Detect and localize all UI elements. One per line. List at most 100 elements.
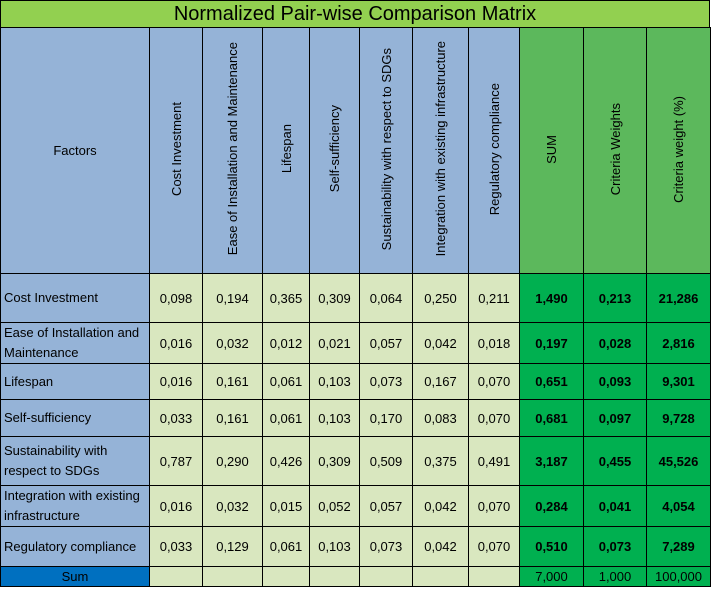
matrix-cell: 0,073 bbox=[359, 363, 413, 400]
comparison-matrix: Factors Cost Investment Ease of Installa… bbox=[0, 27, 711, 587]
row-label: Ease of Installation and Maintenance bbox=[0, 322, 150, 364]
header-sum-label: SUM bbox=[544, 134, 559, 164]
matrix-cell: 0,161 bbox=[202, 363, 263, 400]
total-sum: 7,000 bbox=[519, 566, 584, 587]
matrix-cell: 0,103 bbox=[309, 526, 360, 567]
matrix-cell: 0,016 bbox=[149, 363, 203, 400]
empty-cell bbox=[262, 566, 310, 587]
row-weight-pct: 9,728 bbox=[646, 399, 711, 437]
table-row: Cost Investment 0,098 0,194 0,365 0,309 0,064… bbox=[0, 273, 711, 323]
matrix-cell: 0,032 bbox=[202, 485, 263, 527]
row-sum: 3,187 bbox=[519, 436, 584, 486]
row-weight: 0,073 bbox=[583, 526, 647, 567]
empty-cell bbox=[359, 566, 413, 587]
total-weight-pct: 100,000 bbox=[646, 566, 711, 587]
row-weight-pct: 4,054 bbox=[646, 485, 711, 527]
header-criterion: Ease of Installation and Maintenance bbox=[202, 27, 263, 274]
matrix-cell: 0,057 bbox=[359, 322, 413, 364]
matrix-cell: 0,787 bbox=[149, 436, 203, 486]
matrix-cell: 0,070 bbox=[468, 399, 520, 437]
matrix-cell: 0,070 bbox=[468, 485, 520, 527]
row-sum: 1,490 bbox=[519, 273, 584, 323]
header-criterion-label: Ease of Installation and Maintenance bbox=[225, 42, 240, 256]
matrix-cell: 0,194 bbox=[202, 273, 263, 323]
matrix-cell: 0,250 bbox=[412, 273, 469, 323]
matrix-cell: 0,052 bbox=[309, 485, 360, 527]
row-sum: 0,510 bbox=[519, 526, 584, 567]
row-weight-pct: 2,816 bbox=[646, 322, 711, 364]
header-weights-label: Criteria Weights bbox=[607, 102, 623, 196]
matrix-cell: 0,015 bbox=[262, 485, 310, 527]
matrix-cell: 0,170 bbox=[359, 399, 413, 437]
row-weight-pct: 9,301 bbox=[646, 363, 711, 400]
matrix-cell: 0,426 bbox=[262, 436, 310, 486]
header-criterion: Sustainability with respect to SDGs bbox=[359, 27, 413, 274]
matrix-cell: 0,098 bbox=[149, 273, 203, 323]
matrix-cell: 0,061 bbox=[262, 363, 310, 400]
matrix-cell: 0,290 bbox=[202, 436, 263, 486]
matrix-cell: 0,033 bbox=[149, 526, 203, 567]
row-label: Integration with existing infrastructure bbox=[0, 485, 150, 527]
row-sum: 0,197 bbox=[519, 322, 584, 364]
matrix-cell: 0,042 bbox=[412, 485, 469, 527]
matrix-cell: 0,073 bbox=[359, 526, 413, 567]
matrix-cell: 0,032 bbox=[202, 322, 263, 364]
total-weight: 1,000 bbox=[583, 566, 647, 587]
header-weights-pct-label: Criteria weight (%) bbox=[671, 95, 686, 203]
empty-cell bbox=[412, 566, 469, 587]
table-row: Integration with existing infrastructure… bbox=[0, 485, 711, 527]
row-sum: 0,651 bbox=[519, 363, 584, 400]
row-weight: 0,213 bbox=[583, 273, 647, 323]
matrix-cell: 0,061 bbox=[262, 526, 310, 567]
empty-cell bbox=[309, 566, 360, 587]
table-row: Ease of Installation and Maintenance 0,01… bbox=[0, 322, 711, 364]
header-criterion-label: Cost Investment bbox=[168, 102, 184, 196]
row-label: Regulatory compliance bbox=[0, 526, 150, 567]
header-criterion-label: Sustainability with respect to SDGs bbox=[378, 47, 394, 251]
table-row: Regulatory compliance 0,033 0,129 0,061 0,10… bbox=[0, 526, 711, 567]
matrix-cell: 0,509 bbox=[359, 436, 413, 486]
row-weight: 0,097 bbox=[583, 399, 647, 437]
sum-row-label: Sum bbox=[0, 566, 150, 587]
header-weights-pct: Criteria weight (%) bbox=[646, 27, 711, 274]
matrix-cell: 0,167 bbox=[412, 363, 469, 400]
matrix-cell: 0,070 bbox=[468, 526, 520, 567]
matrix-cell: 0,129 bbox=[202, 526, 263, 567]
header-criterion-label: Integration with existing infrastructure bbox=[433, 41, 448, 257]
row-sum: 0,284 bbox=[519, 485, 584, 527]
header-criterion-label: Regulatory compliance bbox=[486, 82, 502, 216]
table-title: Normalized Pair-wise Comparison Matrix bbox=[0, 0, 710, 28]
row-weight: 0,093 bbox=[583, 363, 647, 400]
row-weight-pct: 7,289 bbox=[646, 526, 711, 567]
matrix-cell: 0,365 bbox=[262, 273, 310, 323]
matrix-cell: 0,375 bbox=[412, 436, 469, 486]
matrix-cell: 0,016 bbox=[149, 485, 203, 527]
header-criterion: Lifespan bbox=[262, 27, 310, 274]
row-label: Self-sufficiency bbox=[0, 399, 150, 437]
empty-cell bbox=[202, 566, 263, 587]
matrix-cell: 0,103 bbox=[309, 363, 360, 400]
matrix-cell: 0,042 bbox=[412, 526, 469, 567]
row-weight: 0,455 bbox=[583, 436, 647, 486]
row-label: Sustainability with respect to SDGs bbox=[0, 436, 150, 486]
row-weight-pct: 45,526 bbox=[646, 436, 711, 486]
matrix-cell: 0,309 bbox=[309, 273, 360, 323]
matrix-cell: 0,211 bbox=[468, 273, 520, 323]
matrix-cell: 0,083 bbox=[412, 399, 469, 437]
matrix-cell: 0,016 bbox=[149, 322, 203, 364]
table-row: Self-sufficiency 0,033 0,161 0,061 0,103 0,17… bbox=[0, 399, 711, 437]
row-weight: 0,041 bbox=[583, 485, 647, 527]
header-criterion: Self-sufficiency bbox=[309, 27, 360, 274]
header-factors: Factors bbox=[0, 27, 150, 274]
header-criterion-label: Lifespan bbox=[278, 124, 294, 174]
matrix-cell: 0,061 bbox=[262, 399, 310, 437]
header-weights: Criteria Weights bbox=[583, 27, 647, 274]
header-criterion: Cost Investment bbox=[149, 27, 203, 274]
matrix-cell: 0,491 bbox=[468, 436, 520, 486]
row-sum: 0,681 bbox=[519, 399, 584, 437]
table-row: Sustainability with respect to SDGs 0,787… bbox=[0, 436, 711, 486]
header-row: Factors Cost Investment Ease of Installa… bbox=[0, 27, 711, 274]
matrix-cell: 0,103 bbox=[309, 399, 360, 437]
header-sum: SUM bbox=[519, 27, 584, 274]
matrix-cell: 0,064 bbox=[359, 273, 413, 323]
